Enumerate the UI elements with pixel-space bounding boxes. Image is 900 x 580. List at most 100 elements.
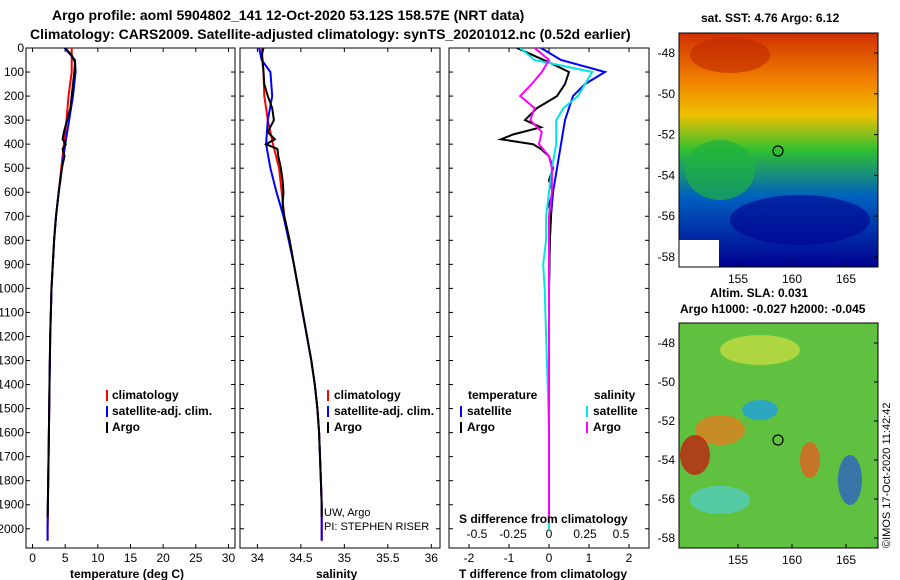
y-tick-label: 1200 bbox=[0, 329, 24, 343]
sla-map: -48 -50 -52 -54 -56 -58 155 160 165 bbox=[658, 322, 879, 567]
series-line-argo bbox=[518, 48, 553, 517]
map-y-tick-label: -52 bbox=[658, 414, 676, 428]
x2-tick-label: -0.5 bbox=[467, 527, 488, 541]
sst-land-mask bbox=[679, 240, 719, 267]
imos-credit: ©IMOS 17-Oct-2020 11:42:42 bbox=[881, 403, 893, 548]
sst-green-patch bbox=[685, 140, 755, 200]
map-x-tick-label: 160 bbox=[782, 553, 802, 567]
legend-label-s-satellite: satellite bbox=[593, 404, 638, 418]
legend-label-climatology: climatology bbox=[334, 388, 401, 402]
x-tick-label: 5 bbox=[62, 551, 69, 565]
temperature-panel-frame bbox=[25, 47, 236, 549]
legend-label-climatology: climatology bbox=[112, 388, 179, 402]
temperature-legend: climatology satellite-adj. clim. Argo bbox=[106, 388, 212, 434]
y-tick-label: 600 bbox=[4, 185, 24, 199]
y-tick-label: 1500 bbox=[0, 402, 24, 416]
sla-map-axes: -48 -50 -52 -54 -56 -58 155 160 165 bbox=[658, 336, 878, 567]
map-x-tick-label: 165 bbox=[836, 272, 856, 286]
y-tick-label: 1400 bbox=[0, 378, 24, 392]
x-tick-label: 20 bbox=[156, 551, 170, 565]
sla-anomaly-low bbox=[690, 486, 750, 514]
legend-label-satellite-adj: satellite-adj. clim. bbox=[334, 404, 434, 418]
y-tick-label: 700 bbox=[4, 209, 24, 223]
sst-warm-patch bbox=[690, 37, 770, 73]
sla-anomaly-high bbox=[680, 435, 710, 475]
x-tick-label: 1 bbox=[586, 551, 593, 565]
series-line-argo bbox=[46, 48, 77, 517]
sst-argo-location-marker bbox=[772, 145, 784, 157]
s-difference-x-label: S difference from climatology bbox=[459, 512, 628, 526]
sla-anomaly-low bbox=[742, 400, 778, 420]
legend-label-satellite-adj: satellite-adj. clim. bbox=[112, 404, 212, 418]
series-line-argo bbox=[260, 48, 323, 517]
x2-tick-label: 0 bbox=[546, 527, 553, 541]
x-tick-label: 34.5 bbox=[289, 551, 313, 565]
y-tick-label: 100 bbox=[4, 65, 24, 79]
map-y-tick-label: -54 bbox=[658, 453, 676, 467]
map-y-tick-label: -50 bbox=[658, 87, 676, 101]
y-tick-label: 800 bbox=[4, 233, 24, 247]
t-difference-x-axis: -2 -1 0 1 2 bbox=[464, 48, 633, 565]
difference-series bbox=[497, 48, 608, 529]
sla-map-title-line1: Altim. SLA: 0.031 bbox=[710, 286, 808, 300]
map-y-tick-label: -58 bbox=[658, 250, 676, 264]
map-x-tick-label: 160 bbox=[782, 272, 802, 286]
x-tick-label: -2 bbox=[464, 551, 475, 565]
t-difference-x-label: T difference from climatology bbox=[459, 567, 627, 580]
x-tick-label: 36 bbox=[425, 551, 439, 565]
y-tick-label: 400 bbox=[4, 137, 24, 151]
legend-label-t-argo: Argo bbox=[467, 420, 495, 434]
map-x-tick-label: 165 bbox=[836, 553, 856, 567]
y-tick-label: 900 bbox=[4, 257, 24, 271]
depth-axis: 0 100 200 300 400 500 600 700 800 900 1000 1100 1200… bbox=[0, 41, 649, 536]
sla-map-title-line2: Argo h1000: -0.027 h2000: -0.045 bbox=[680, 302, 866, 316]
x-tick-label: 15 bbox=[124, 551, 138, 565]
map-x-tick-label: 155 bbox=[728, 553, 748, 567]
sla-argo-location-marker bbox=[772, 434, 784, 446]
sla-anomaly-low bbox=[838, 455, 862, 505]
legend-label-argo: Argo bbox=[334, 420, 362, 434]
y-tick-label: 1800 bbox=[0, 474, 24, 488]
x-tick-label: 35.5 bbox=[376, 551, 400, 565]
legend-title-temperature: temperature bbox=[468, 388, 538, 402]
temperature-series bbox=[46, 48, 77, 541]
sst-map-title: sat. SST: 4.76 Argo: 6.12 bbox=[701, 11, 840, 25]
map-y-tick-label: -56 bbox=[658, 209, 676, 223]
map-y-tick-label: -52 bbox=[658, 128, 676, 142]
map-y-tick-label: -48 bbox=[658, 46, 676, 60]
temperature-x-axis: 0 5 10 15 20 25 30 bbox=[29, 48, 235, 565]
credit-uw-argo: UW, Argo bbox=[324, 507, 370, 519]
salinity-panel-frame bbox=[239, 47, 441, 549]
sst-cold-patch bbox=[730, 195, 870, 245]
x-tick-label: 35 bbox=[338, 551, 352, 565]
difference-legend: temperature salinity satellite Argo sate… bbox=[460, 388, 638, 434]
map-y-tick-label: -48 bbox=[658, 336, 676, 350]
salinity-x-axis: 34 34.5 35 35.5 36 bbox=[251, 48, 439, 565]
sla-anomaly-high bbox=[695, 415, 745, 445]
salinity-x-label: salinity bbox=[316, 567, 358, 580]
map-y-tick-label: -54 bbox=[658, 168, 676, 182]
sla-anomaly-high bbox=[720, 335, 800, 365]
temperature-x-label: temperature (deg C) bbox=[70, 567, 184, 580]
y-tick-label: 1600 bbox=[0, 426, 24, 440]
plot-title-line1: Argo profile: aoml 5904802_141 12-Oct-20… bbox=[52, 7, 525, 23]
x-tick-label: 2 bbox=[626, 551, 633, 565]
x-tick-label: -1 bbox=[504, 551, 515, 565]
x2-tick-label: 0.25 bbox=[573, 527, 597, 541]
salinity-series bbox=[258, 48, 323, 541]
y-tick-label: 500 bbox=[4, 161, 24, 175]
x2-tick-label: 0.5 bbox=[613, 527, 630, 541]
y-tick-label: 1900 bbox=[0, 498, 24, 512]
series-line-satellite bbox=[540, 48, 608, 529]
series-line-satellite-adj-clim- bbox=[258, 48, 323, 541]
map-y-tick-label: -50 bbox=[658, 375, 676, 389]
y-tick-label: 200 bbox=[4, 89, 24, 103]
credit-pi: PI: STEPHEN RISER bbox=[324, 521, 429, 533]
x-tick-label: 30 bbox=[222, 551, 236, 565]
sla-anomaly-high bbox=[800, 442, 820, 478]
series-line-climatology bbox=[260, 48, 323, 541]
legend-title-salinity: salinity bbox=[594, 388, 636, 402]
sst-map: -48 -50 -52 -54 -56 -58 155 160 165 bbox=[658, 32, 879, 286]
legend-label-t-satellite: satellite bbox=[467, 404, 512, 418]
